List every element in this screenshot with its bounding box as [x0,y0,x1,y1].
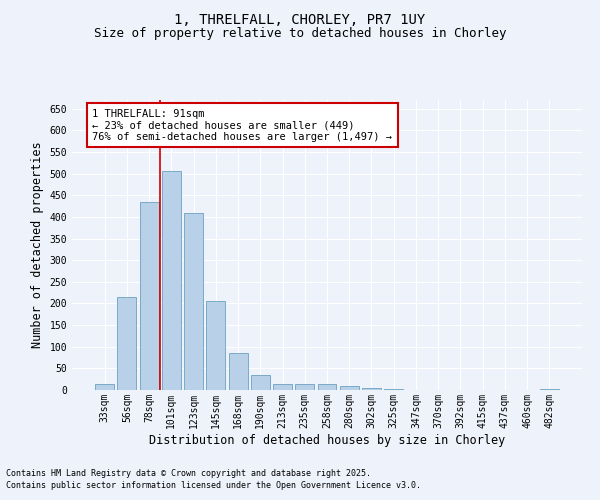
Text: Contains public sector information licensed under the Open Government Licence v3: Contains public sector information licen… [6,481,421,490]
Bar [206,302,225,390]
Bar [273,384,292,390]
Bar [229,353,248,390]
Text: Size of property relative to detached houses in Chorley: Size of property relative to detached ho… [94,28,506,40]
Bar [540,388,559,390]
Bar [384,388,403,390]
X-axis label: Distribution of detached houses by size in Chorley: Distribution of detached houses by size … [149,434,505,446]
Text: 1 THRELFALL: 91sqm
← 23% of detached houses are smaller (449)
76% of semi-detach: 1 THRELFALL: 91sqm ← 23% of detached hou… [92,108,392,142]
Bar [140,202,158,390]
Bar [295,384,314,390]
Bar [162,172,181,390]
Bar [251,375,270,390]
Bar [95,384,114,390]
Bar [184,212,203,390]
Bar [118,297,136,390]
Bar [362,388,381,390]
Text: 1, THRELFALL, CHORLEY, PR7 1UY: 1, THRELFALL, CHORLEY, PR7 1UY [175,12,425,26]
Y-axis label: Number of detached properties: Number of detached properties [31,142,44,348]
Text: Contains HM Land Registry data © Crown copyright and database right 2025.: Contains HM Land Registry data © Crown c… [6,468,371,477]
Bar [340,386,359,390]
Bar [317,384,337,390]
